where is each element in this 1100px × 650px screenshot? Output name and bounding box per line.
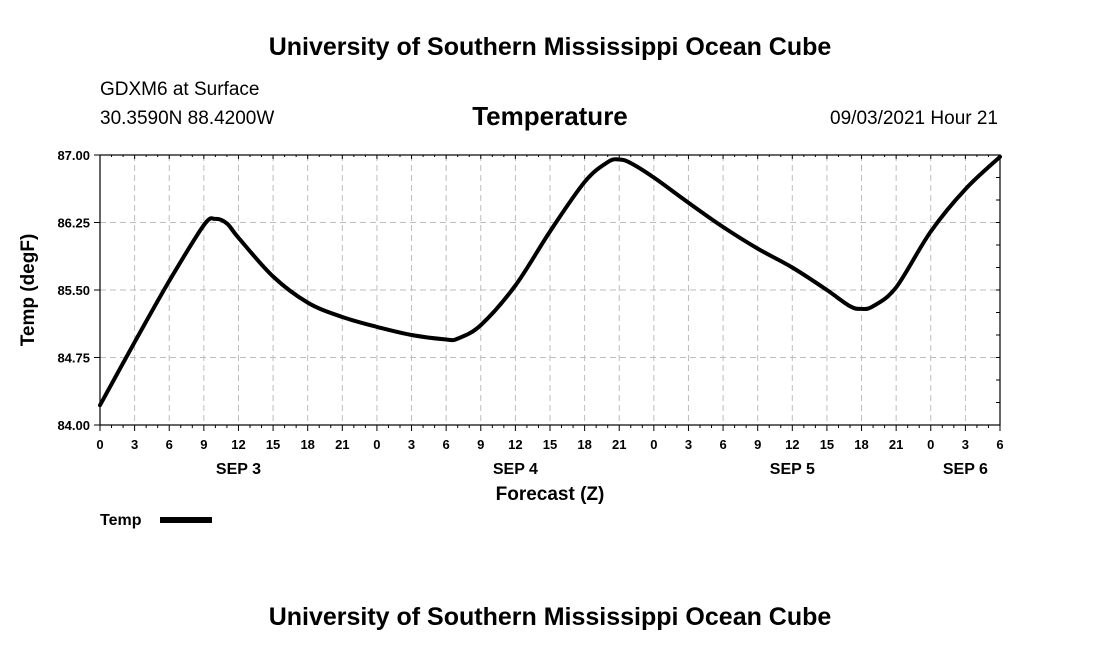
x-tick-label: 21 [612,437,626,452]
x-tick-label: 21 [335,437,349,452]
y-axis: 84.00 84.75 85.50 86.25 87.00 [57,148,1000,433]
x-tick-label: 18 [577,437,591,452]
x-tick-label: 0 [927,437,934,452]
x-tick-label: 18 [300,437,314,452]
day-labels: SEP 3 SEP 4 SEP 5 SEP 6 [216,461,988,478]
y-tick-label: 84.75 [57,351,90,366]
x-tick-label: 9 [200,437,207,452]
chart-header-title: University of Southern Mississippi Ocean… [269,33,832,61]
x-tick-label: 12 [785,437,799,452]
day-label: SEP 3 [216,461,261,478]
x-axis: 0 3 6 9 12 15 18 21 0 3 6 9 12 15 18 21 0 3 6 9 12 15 18 21 0 3 6 [96,155,1004,452]
x-tick-label: 3 [962,437,969,452]
chart-title: Temperature [472,101,628,131]
temp-series-line [98,154,1002,408]
x-tick-label: 0 [650,437,657,452]
x-tick-label: 6 [443,437,450,452]
x-tick-label: 3 [408,437,415,452]
station-label: GDXM6 at Surface [100,79,259,100]
y-tick-label: 84.00 [57,418,90,433]
x-tick-label: 0 [96,437,103,452]
x-tick-label: 6 [719,437,726,452]
x-axis-title: Forecast (Z) [496,484,605,505]
x-tick-label: 15 [266,437,280,452]
y-tick-label: 86.25 [57,216,90,231]
x-tick-label: 9 [477,437,484,452]
y-tick-label: 87.00 [57,148,90,163]
footer-title: University of Southern Mississippi Ocean… [269,603,832,631]
x-tick-label: 12 [231,437,245,452]
x-tick-label: 3 [131,437,138,452]
day-label: SEP 4 [493,461,538,478]
x-tick-label: 15 [820,437,834,452]
y-tick-label: 85.50 [57,283,90,298]
x-tick-label: 0 [373,437,380,452]
grid-lines [100,155,1000,425]
x-tick-label: 9 [754,437,761,452]
x-tick-label: 6 [166,437,173,452]
y-axis-title: Temp (degF) [18,234,39,347]
x-tick-label: 6 [996,437,1003,452]
x-tick-label: 3 [685,437,692,452]
day-label: SEP 6 [943,461,988,478]
x-tick-label: 15 [543,437,557,452]
x-tick-label: 18 [854,437,868,452]
legend-label: Temp [100,512,142,529]
x-tick-label: 12 [508,437,522,452]
x-tick-label: 21 [889,437,903,452]
station-coordinates: 30.3590N 88.4200W [100,108,274,129]
forecast-datetime: 09/03/2021 Hour 21 [830,108,998,129]
day-label: SEP 5 [770,461,815,478]
